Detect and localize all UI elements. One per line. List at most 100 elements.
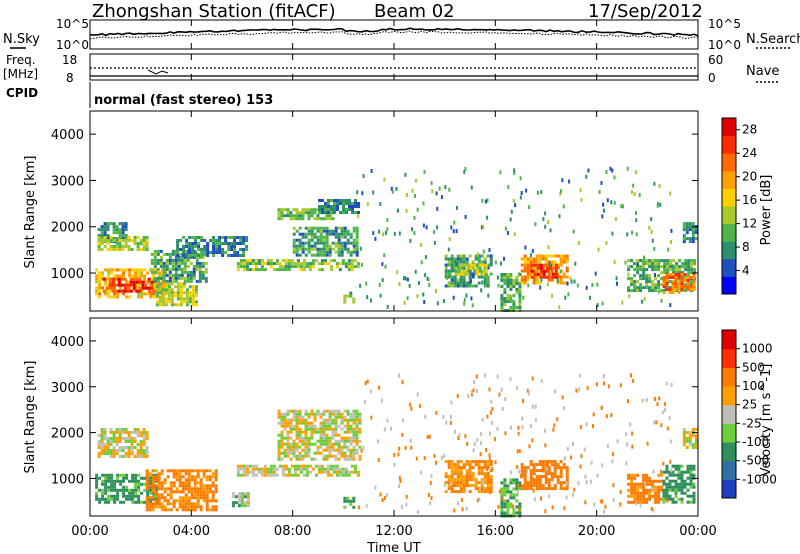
data-cell bbox=[191, 294, 195, 298]
data-cell bbox=[170, 297, 174, 301]
data-cell bbox=[691, 446, 695, 449]
data-cell bbox=[124, 245, 128, 248]
data-cell bbox=[104, 482, 108, 486]
data-cell bbox=[506, 505, 510, 509]
data-cell bbox=[150, 286, 154, 290]
data-cell bbox=[304, 421, 308, 425]
data-cell bbox=[480, 441, 482, 446]
time-axis-label: Time UT bbox=[366, 541, 420, 554]
data-cell bbox=[462, 284, 466, 288]
data-cell bbox=[444, 490, 448, 494]
data-cell bbox=[307, 412, 311, 416]
data-cell bbox=[377, 457, 380, 462]
data-cell bbox=[184, 472, 188, 476]
data-cell bbox=[201, 255, 205, 259]
data-cell bbox=[193, 502, 197, 506]
data-cell bbox=[320, 464, 324, 468]
data-cell bbox=[298, 409, 302, 413]
data-cell bbox=[175, 472, 179, 476]
data-cell bbox=[166, 499, 170, 503]
data-cell bbox=[433, 240, 436, 245]
data-cell bbox=[459, 475, 463, 479]
data-cell bbox=[645, 476, 649, 480]
data-cell bbox=[350, 464, 354, 468]
data-cell bbox=[447, 247, 450, 252]
data-cell bbox=[331, 430, 335, 434]
data-cell bbox=[325, 238, 329, 242]
data-cell bbox=[293, 467, 297, 471]
data-cell bbox=[446, 275, 449, 280]
data-cell bbox=[121, 245, 125, 248]
data-cell bbox=[521, 416, 524, 421]
data-cell bbox=[153, 255, 157, 259]
data-cell bbox=[510, 209, 513, 214]
data-cell bbox=[378, 229, 381, 234]
data-cell bbox=[456, 266, 460, 270]
data-cell bbox=[383, 177, 386, 182]
data-cell bbox=[579, 188, 582, 193]
data-cell bbox=[653, 420, 656, 425]
data-cell bbox=[474, 481, 478, 485]
data-cell bbox=[319, 436, 323, 440]
data-cell bbox=[403, 300, 406, 305]
data-cell bbox=[118, 228, 122, 232]
data-cell bbox=[304, 211, 308, 215]
data-cell bbox=[689, 276, 693, 279]
data-cell bbox=[163, 478, 167, 482]
data-cell bbox=[483, 281, 487, 285]
data-cell bbox=[677, 473, 681, 477]
data-cell bbox=[188, 245, 192, 248]
colorbar-tick-label: 25 bbox=[742, 398, 757, 412]
data-cell bbox=[416, 510, 419, 515]
data-cell bbox=[393, 453, 396, 457]
data-cell bbox=[136, 443, 140, 446]
data-cell bbox=[436, 206, 439, 211]
data-cell bbox=[554, 485, 557, 490]
data-cell bbox=[638, 193, 641, 197]
data-cell bbox=[564, 295, 567, 300]
data-cell bbox=[202, 484, 206, 488]
data-cell bbox=[559, 472, 563, 476]
data-cell bbox=[301, 232, 305, 236]
data-cell bbox=[365, 503, 368, 508]
data-cell bbox=[221, 251, 225, 254]
data-cell bbox=[334, 439, 338, 443]
data-cell bbox=[489, 254, 493, 258]
data-cell bbox=[146, 280, 150, 284]
data-cell bbox=[674, 473, 678, 477]
data-cell bbox=[298, 439, 302, 443]
data-cell bbox=[391, 189, 394, 194]
data-cell bbox=[677, 467, 681, 471]
data-cell bbox=[362, 445, 365, 450]
data-cell bbox=[358, 457, 362, 461]
data-cell bbox=[688, 225, 692, 229]
data-cell bbox=[509, 279, 513, 282]
data-cell bbox=[547, 460, 551, 464]
data-cell bbox=[529, 484, 533, 488]
data-cell bbox=[694, 428, 698, 431]
data-cell bbox=[520, 487, 524, 491]
data-cell bbox=[155, 285, 159, 289]
data-cell bbox=[169, 502, 173, 506]
data-cell bbox=[471, 472, 475, 476]
data-cell bbox=[554, 266, 558, 270]
data-cell bbox=[541, 460, 545, 464]
data-cell bbox=[694, 440, 698, 443]
data-cell bbox=[565, 254, 569, 258]
data-cell bbox=[316, 229, 320, 233]
data-cell bbox=[517, 425, 520, 430]
data-cell bbox=[477, 255, 480, 260]
data-cell bbox=[293, 464, 297, 468]
data-cell bbox=[214, 487, 218, 491]
data-cell bbox=[685, 446, 689, 449]
data-cell bbox=[140, 271, 144, 275]
data-cell bbox=[663, 259, 667, 263]
data-cell bbox=[559, 466, 563, 470]
data-cell bbox=[110, 271, 114, 275]
colorbar-tick-label: 28 bbox=[742, 123, 757, 137]
data-cell bbox=[139, 449, 143, 452]
data-cell bbox=[689, 285, 693, 288]
data-cell bbox=[393, 462, 396, 467]
data-cell bbox=[355, 238, 359, 242]
data-cell bbox=[382, 232, 385, 237]
